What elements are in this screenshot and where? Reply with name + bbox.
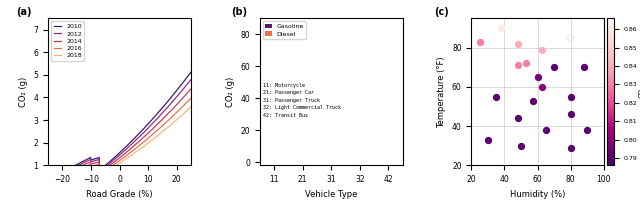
2016 bbox=[129, 150, 136, 152]
2012 bbox=[129, 142, 137, 144]
Point bbox=[496, 27, 506, 30]
2012 bbox=[45, 178, 52, 181]
2018 bbox=[129, 153, 136, 156]
Line: 2018: 2018 bbox=[48, 107, 191, 182]
Text: (c): (c) bbox=[435, 7, 449, 17]
Point bbox=[532, 75, 543, 79]
Y-axis label: CO₂
(g): CO₂ (g) bbox=[639, 85, 640, 98]
2012 bbox=[129, 142, 136, 144]
Y-axis label: CO₂ (g): CO₂ (g) bbox=[226, 77, 235, 107]
2010 bbox=[44, 178, 52, 181]
Point bbox=[579, 66, 589, 69]
Legend: Gasoline, Diesel: Gasoline, Diesel bbox=[263, 21, 307, 39]
2018 bbox=[187, 105, 195, 108]
Point bbox=[513, 42, 523, 45]
2010 bbox=[164, 99, 172, 102]
2018 bbox=[164, 125, 172, 128]
2016 bbox=[129, 149, 137, 152]
Point bbox=[566, 36, 576, 40]
Text: (b): (b) bbox=[231, 7, 247, 17]
Point bbox=[513, 117, 523, 120]
2014 bbox=[129, 145, 137, 148]
2018 bbox=[174, 118, 182, 120]
2014 bbox=[164, 112, 172, 114]
Point bbox=[516, 144, 526, 147]
2012 bbox=[187, 78, 195, 81]
Point bbox=[566, 113, 576, 116]
2010 bbox=[174, 88, 182, 91]
Point bbox=[527, 99, 538, 102]
Point bbox=[541, 128, 551, 132]
Line: 2012: 2012 bbox=[48, 80, 191, 180]
2016 bbox=[187, 97, 195, 99]
Line: 2016: 2016 bbox=[48, 98, 191, 181]
2014 bbox=[44, 179, 52, 182]
Y-axis label: Temperature (°F): Temperature (°F) bbox=[437, 56, 446, 128]
Legend: 2010, 2012, 2014, 2016, 2018: 2010, 2012, 2014, 2016, 2018 bbox=[51, 21, 84, 61]
Point bbox=[513, 64, 523, 67]
2014 bbox=[174, 102, 182, 105]
Point bbox=[549, 66, 559, 69]
Point bbox=[538, 48, 548, 51]
Point bbox=[566, 95, 576, 98]
Point bbox=[483, 138, 493, 141]
2018 bbox=[132, 151, 140, 154]
2016 bbox=[174, 110, 182, 113]
Point bbox=[491, 95, 501, 98]
Y-axis label: CO₂ (g): CO₂ (g) bbox=[19, 77, 28, 107]
2010 bbox=[132, 136, 140, 138]
2010 bbox=[187, 71, 195, 73]
X-axis label: Humidity (%): Humidity (%) bbox=[510, 190, 565, 198]
2012 bbox=[44, 179, 52, 181]
2018 bbox=[45, 181, 52, 183]
Point bbox=[566, 146, 576, 149]
2012 bbox=[164, 105, 172, 107]
2016 bbox=[132, 147, 140, 150]
2014 bbox=[129, 146, 136, 148]
Point bbox=[582, 128, 592, 132]
Line: 2010: 2010 bbox=[48, 72, 191, 179]
2018 bbox=[129, 153, 137, 155]
2010 bbox=[129, 138, 137, 141]
Text: (a): (a) bbox=[17, 7, 32, 17]
Point bbox=[538, 85, 548, 89]
2016 bbox=[44, 180, 52, 183]
2014 bbox=[187, 88, 195, 90]
Text: 11: Motorcycle
21: Passenger Car
31: Passenger Truck
32: Light Commercial Truck
: 11: Motorcycle 21: Passenger Car 31: Pas… bbox=[262, 83, 340, 118]
2014 bbox=[45, 179, 52, 182]
X-axis label: Vehicle Type: Vehicle Type bbox=[305, 190, 357, 198]
Line: 2014: 2014 bbox=[48, 89, 191, 181]
2018 bbox=[44, 181, 52, 183]
2010 bbox=[45, 178, 52, 180]
2012 bbox=[132, 139, 140, 142]
2010 bbox=[129, 139, 136, 141]
2016 bbox=[164, 119, 172, 121]
X-axis label: Road Grade (%): Road Grade (%) bbox=[86, 190, 153, 198]
Point bbox=[521, 62, 531, 65]
2016 bbox=[45, 180, 52, 182]
2014 bbox=[132, 143, 140, 146]
Point bbox=[474, 40, 484, 43]
2012 bbox=[174, 94, 182, 97]
